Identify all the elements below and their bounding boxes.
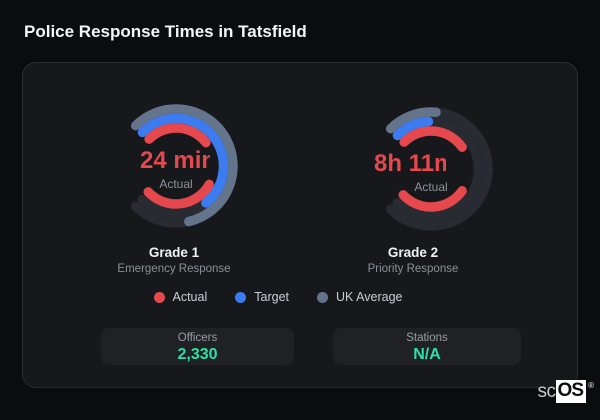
gauge-grade-2-value: 8h 11m (374, 151, 446, 177)
gauge-grade-1-value: 24 min (140, 148, 210, 174)
gauge-grade-2-subtitle: Priority Response (367, 263, 459, 275)
page-title: Police Response Times in Tatsfield (24, 22, 307, 41)
gauge-grade-2-title: Grade 2 (387, 245, 439, 260)
stat-box-stations: Stations N/A (333, 328, 521, 365)
stat-officers-value: 2,330 (177, 346, 218, 363)
gauge-grade-1-subtitle: Emergency Response (117, 263, 231, 275)
legend: Actual Target UK Average (1, 290, 555, 304)
gauge-grade-2-arcs (385, 107, 493, 231)
brand-logo-prefix: sc (537, 380, 557, 402)
legend-item-actual[interactable]: Actual (153, 290, 208, 304)
legend-dot-uk-average-icon (317, 291, 328, 303)
legend-label-uk-average: UK Average (336, 290, 403, 304)
gauge-grade-2-title-block: Grade 2 Priority Response (313, 245, 513, 275)
gauge-grade-1-arcs (130, 104, 238, 228)
stat-stations-label: Stations (406, 332, 448, 344)
gauge-grade-1: 24 min Actual (101, 91, 251, 241)
legend-label-actual: Actual (172, 290, 208, 304)
gauge-grade-1-title: Grade 1 (148, 245, 200, 260)
legend-item-uk-average[interactable]: UK Average (317, 290, 402, 304)
stat-stations-value: N/A (413, 346, 441, 363)
stat-officers-label: Officers (177, 332, 218, 344)
legend-dot-target-icon (235, 291, 247, 303)
legend-dot-actual-icon (153, 291, 165, 303)
brand-logo-suffix: OS (557, 380, 584, 401)
registered-mark-icon: ® (588, 381, 594, 390)
gauge-grade-2: 8h 11m Actual (356, 94, 506, 244)
gauge-grade-1-value-label: Actual (159, 177, 193, 191)
legend-item-target[interactable]: Target (235, 290, 289, 304)
response-times-card: 24 min Actual 8h 11m Actual Grade 1 Emer… (22, 62, 578, 388)
gauge-grade-2-value-label: Actual (414, 180, 448, 194)
stat-box-officers: Officers 2,330 (101, 328, 294, 365)
brand-logo: sc OS ® (537, 380, 594, 403)
legend-label-target: Target (254, 290, 289, 304)
brand-logo-box: OS ® (555, 380, 594, 403)
gauge-grade-1-title-block: Grade 1 Emergency Response (74, 245, 274, 275)
